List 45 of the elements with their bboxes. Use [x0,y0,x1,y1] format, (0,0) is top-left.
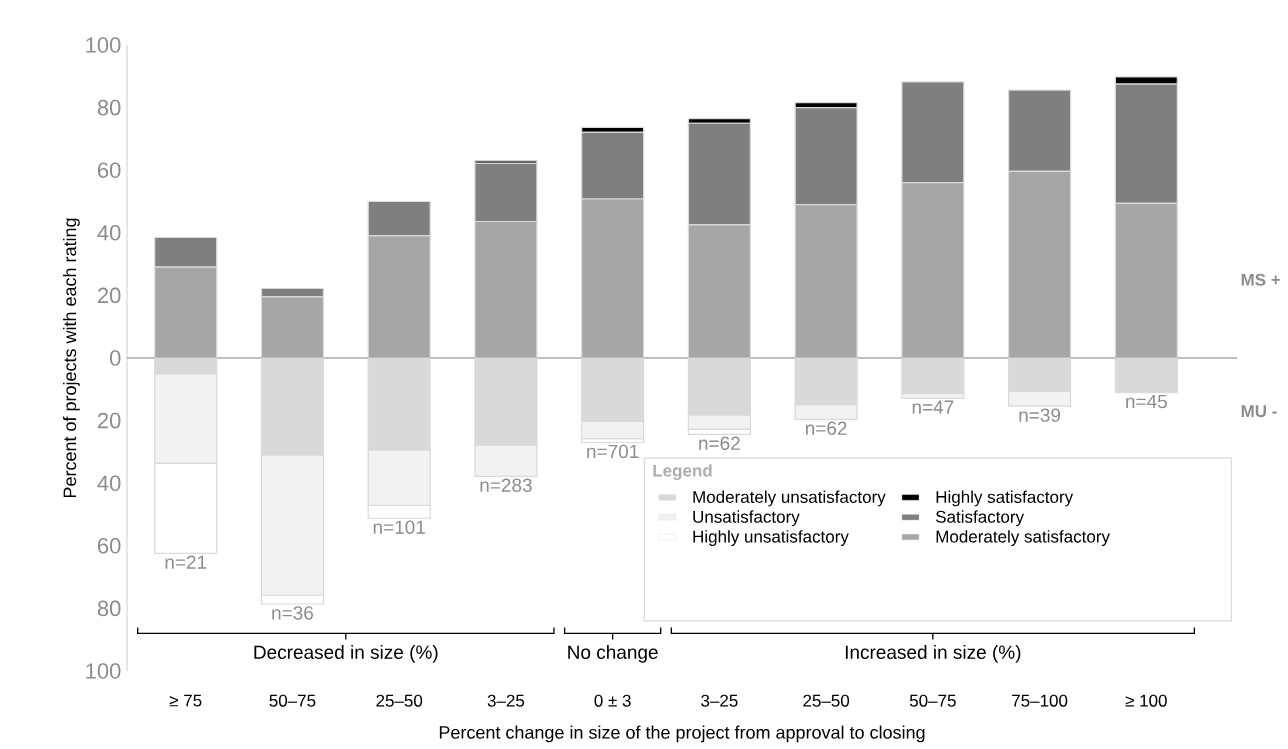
annotation: n=39 [1019,408,1061,422]
y-tick-label: 100 [86,663,121,679]
y-tick-label: 60 [97,162,121,178]
annotation: n=101 [373,520,425,534]
legend-label: Moderately unsatisfactory [693,490,886,507]
legend-label: Unsatisfactory [693,510,800,527]
x-tick-label: 3–25 [701,694,738,707]
y-tick-label: 40 [97,475,121,491]
legend-label: Highly satisfactory [936,490,1074,507]
x-tick-label: 75–100 [1012,694,1068,707]
legend-label: Satisfactory [935,510,1024,527]
annotation: n=45 [1126,394,1167,409]
x-axis-title: Percent change in size of the project from approval to closing [439,725,925,743]
x-tick-label: 50–75 [909,694,956,707]
y-tick-label: 100 [86,37,121,53]
annotation: n=62 [805,421,847,435]
legend-title: Legend [653,464,712,481]
x-tick-label: ≥ 100 [1125,694,1167,707]
x-tick-label: 25–50 [803,694,850,707]
x-tick-label: 50–75 [269,694,316,707]
annotation: n=701 [587,444,639,459]
legend-label: Highly unsatisfactory [693,530,849,546]
annotation: Increased in size (%) [845,645,1021,663]
y-tick-label: 80 [97,600,121,617]
annotation: No change [568,645,658,663]
y-tick-label: 60 [97,537,121,554]
y-tick-label: 20 [97,287,121,304]
y-tick-label: 20 [97,412,121,429]
legend-label: Moderately satisfactory [936,530,1110,546]
x-tick-label: 25–50 [376,694,423,707]
annotation: n=47 [912,400,954,414]
y-tick-label: 0 [109,350,121,366]
y-axis-title: Percent of projects with each rating [62,218,80,498]
x-tick-label: 0 ± 3 [594,694,631,707]
annotation: n=62 [699,436,740,451]
text: MS + [1241,273,1281,286]
text: MU - [1241,405,1277,418]
annotation: n=21 [165,555,207,569]
x-tick-label: 3–25 [487,694,525,707]
annotation: n=36 [272,606,313,620]
x-tick-label: ≥ 75 [169,694,202,707]
y-tick-label: 80 [97,99,121,116]
y-tick-label: 40 [97,224,121,241]
annotation: n=283 [480,478,532,492]
annotation: Decreased in size (%) [254,645,438,663]
